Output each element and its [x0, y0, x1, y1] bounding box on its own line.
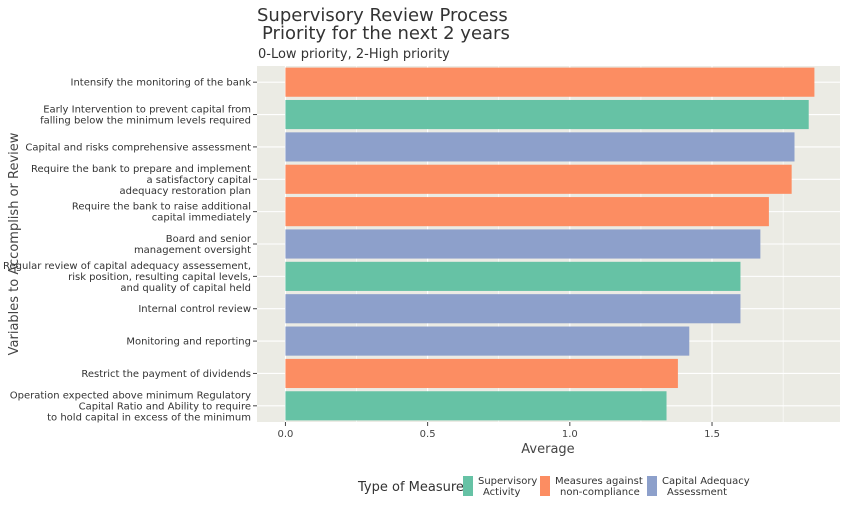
x-axis-ticks: 0.0 0.5 1.0 1.5	[253, 81, 720, 440]
bar	[285, 326, 690, 356]
legend-title: Type of Measure	[357, 480, 464, 495]
bar	[285, 261, 741, 291]
bar	[285, 391, 667, 421]
legend: Type of Measure SupervisoryActivityMeasu…	[357, 476, 750, 498]
legend-label: Activity	[483, 487, 520, 498]
legend-label: Assessment	[667, 487, 727, 498]
x-tick-label: 1.0	[562, 429, 578, 440]
bar	[285, 197, 769, 227]
legend-label: Supervisory	[478, 476, 537, 487]
bar	[285, 229, 761, 259]
legend-label: Capital Adequacy	[662, 476, 750, 487]
category-label: Internal control review	[138, 304, 251, 315]
category-label: Early Intervention to prevent capital fr…	[40, 105, 251, 127]
bars	[285, 67, 815, 421]
x-tick-label: 1.5	[704, 429, 720, 440]
legend-swatch	[463, 476, 473, 496]
category-label: Intensify the monitoring of the bank	[71, 78, 252, 89]
chart-title: Supervisory Review Process	[257, 5, 508, 26]
x-tick-label: 0.5	[420, 429, 436, 440]
category-label: Board and senior management oversight	[134, 234, 252, 256]
bar	[285, 358, 678, 389]
category-label: Capital and risks comprehensive assessme…	[25, 142, 251, 153]
category-label: Require the bank to raise additional capi…	[72, 202, 251, 224]
y-axis-title: Variables to Accomplish or Review	[7, 132, 22, 355]
bar	[285, 132, 795, 162]
bar	[285, 99, 809, 130]
bar	[285, 67, 815, 97]
category-label: Operation expected above minimum Regulat…	[10, 390, 251, 423]
chart-title-line2: Priority for the next 2 years	[262, 23, 510, 44]
legend-swatch	[647, 476, 657, 496]
x-tick-label: 0.0	[277, 429, 293, 440]
legend-label: non-compliance	[560, 487, 640, 498]
category-label: Regular review of capital adequacy asses…	[3, 261, 251, 294]
category-labels: Intensify the monitoring of the bank Earl…	[3, 78, 252, 424]
category-label: Require the bank to prepare and implemen…	[31, 164, 251, 197]
x-axis-title: Average	[521, 442, 574, 457]
legend-label: Measures against	[555, 476, 643, 487]
legend-swatch	[540, 476, 550, 496]
category-label: Monitoring and reporting	[126, 337, 251, 348]
bar	[285, 164, 792, 194]
category-label: Restrict the payment of dividends	[81, 369, 251, 380]
chart-subtitle: 0-Low priority, 2-High priority	[258, 47, 450, 62]
bar	[285, 294, 741, 324]
